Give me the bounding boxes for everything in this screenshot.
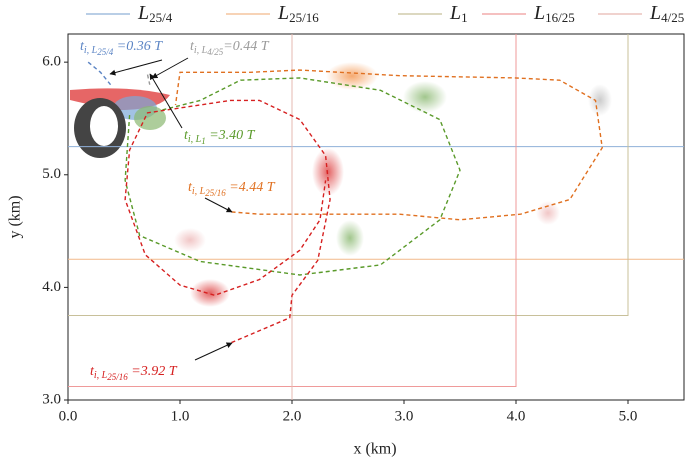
annotation-subsub: 25/4 bbox=[97, 47, 114, 57]
annotation: ti, L25/16 =3.92 T bbox=[90, 364, 178, 382]
x-tick-label: 1.0 bbox=[171, 408, 190, 424]
legend-subscript: 16/25 bbox=[545, 10, 575, 25]
annotation-sub: i, L bbox=[188, 134, 202, 145]
y-axis-label: y (km) bbox=[7, 195, 24, 238]
legend-label: L1 bbox=[449, 2, 468, 25]
legend-subscript: 25/16 bbox=[289, 10, 319, 25]
legend-label: L16/25 bbox=[533, 2, 575, 25]
annotation-arrow bbox=[194, 342, 233, 361]
annotation-t: t bbox=[90, 364, 95, 379]
y-tick-label: 3.0 bbox=[42, 391, 61, 407]
annotation-t: t bbox=[190, 39, 195, 54]
annotation-sub: i, L bbox=[194, 45, 208, 56]
annotation-t: t bbox=[80, 39, 85, 54]
x-tick-label: 2.0 bbox=[283, 408, 302, 424]
annotation-arrow bbox=[109, 59, 163, 76]
annotation-text: =3.40 T bbox=[206, 128, 256, 143]
annotation-arrow bbox=[151, 57, 189, 79]
y-tick-label: 6.0 bbox=[42, 54, 61, 70]
annotation-t: t bbox=[184, 128, 189, 143]
annotation-subsub: 4/25 bbox=[207, 47, 224, 57]
legend-name: L bbox=[137, 2, 149, 24]
plot-frame bbox=[67, 33, 685, 401]
legend-label: L4/25 bbox=[649, 2, 684, 25]
trajectory bbox=[87, 61, 112, 86]
annotation-subsub: 25/16 bbox=[107, 372, 128, 382]
x-tick-label: 4.0 bbox=[507, 408, 526, 424]
annotation-subsub: 1 bbox=[201, 136, 206, 146]
annotation: ti, L25/4 =0.36 T bbox=[80, 39, 163, 57]
annotation-t: t bbox=[188, 180, 193, 195]
legend-subscript: 4/25 bbox=[661, 10, 684, 25]
annotation: ti, L4/25=0.44 T bbox=[190, 39, 270, 57]
boundary-line bbox=[68, 34, 517, 387]
trajectory bbox=[124, 77, 461, 276]
annotation: ti, L1 =3.40 T bbox=[184, 128, 256, 146]
trajectory bbox=[174, 69, 603, 221]
x-tick-label: 3.0 bbox=[395, 408, 414, 424]
annotation-text: =4.44 T bbox=[226, 180, 276, 195]
annotation-sub: i, L bbox=[84, 45, 98, 56]
annotation-subsub: 25/16 bbox=[205, 188, 226, 198]
plot-area bbox=[68, 34, 684, 400]
legend-label: L25/16 bbox=[277, 2, 319, 25]
legend-label: L25/4 bbox=[137, 2, 173, 25]
legend-name: L bbox=[649, 2, 661, 24]
annotation-arrow bbox=[149, 73, 183, 129]
annotation-text: =0.36 T bbox=[113, 39, 163, 54]
trajectory bbox=[146, 74, 151, 85]
legend-name: L bbox=[277, 2, 289, 24]
legend-name: L bbox=[533, 2, 545, 24]
legend-name: L bbox=[449, 2, 461, 24]
legend-subscript: 1 bbox=[461, 10, 468, 25]
annotation: ti, L25/16 =4.44 T bbox=[188, 180, 276, 198]
annotation-text: =3.92 T bbox=[128, 364, 178, 379]
annotation-sub: i, L bbox=[94, 370, 108, 381]
trajectory bbox=[124, 99, 331, 344]
annotation-sub: i, L bbox=[192, 186, 206, 197]
legend-subscript: 25/4 bbox=[149, 10, 173, 25]
contour-blobs bbox=[70, 62, 612, 307]
annotation-text: =0.44 T bbox=[223, 39, 269, 54]
y-tick-label: 5.0 bbox=[42, 166, 61, 182]
x-tick-label: 5.0 bbox=[619, 408, 638, 424]
y-tick-label: 4.0 bbox=[42, 279, 61, 295]
annotation-arrow bbox=[204, 197, 233, 213]
boundary-line bbox=[68, 34, 629, 317]
x-tick-label: 0.0 bbox=[59, 408, 78, 424]
x-axis-label: x (km) bbox=[353, 441, 396, 458]
